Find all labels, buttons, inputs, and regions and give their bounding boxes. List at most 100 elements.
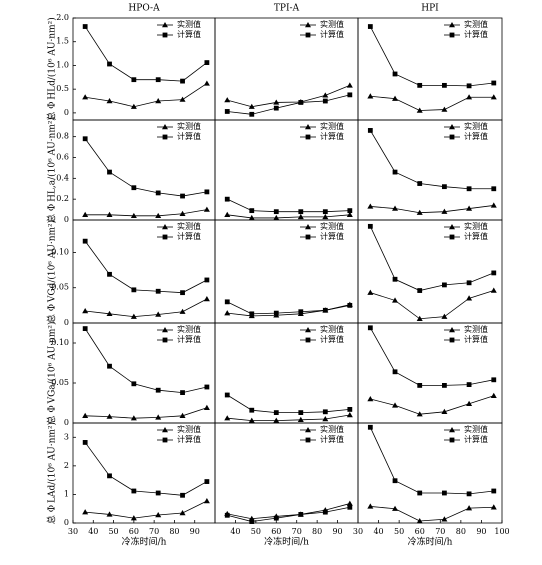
data-point [179,412,186,418]
y-tick-label: 0.8 [56,132,69,141]
data-point [392,297,399,303]
data-point [82,412,89,418]
data-point [322,509,328,515]
legend-marker [305,234,311,240]
legend-marker [449,337,455,343]
legend-marker [162,234,168,240]
data-point [155,288,161,294]
y-tick-label: 0.10 [51,338,69,347]
y-tick-label: 0.05 [51,283,69,292]
data-point [273,515,279,521]
data-point [347,302,353,308]
data-point [490,94,497,100]
data-point [224,299,230,305]
data-point [416,411,423,417]
x-tick-label: 60 [129,527,139,536]
data-point [416,315,423,321]
series-line [370,395,494,415]
legend-marker [449,437,455,443]
data-point [82,211,89,217]
data-point [130,103,137,109]
data-point [347,208,353,214]
legend-marker [449,134,455,140]
data-point [416,107,423,113]
x-tick-label: 90 [332,527,342,536]
data-point [106,413,113,419]
data-point [298,209,304,215]
data-point [204,277,210,283]
data-point [417,490,423,496]
data-point [347,407,353,412]
legend-marker [162,327,168,333]
legend-label: 实测值 [464,424,488,434]
x-tick-label: 80 [169,527,179,536]
series-line [369,427,494,495]
data-point [442,282,447,288]
legend-label: 计算值 [177,334,201,344]
legend-label: 计算值 [177,29,201,39]
data-point [180,290,185,296]
data-point [106,310,113,317]
data-point [322,213,329,220]
series-line [84,26,208,82]
legend-label: 计算值 [464,434,488,444]
y-tick-label: 0.6 [56,153,69,162]
x-tick-label: 80 [312,527,322,536]
legend-label: 实测值 [320,221,344,231]
data-point [131,381,137,387]
data-point [224,310,231,316]
legend-marker [305,427,311,433]
data-point [82,509,89,515]
data-point [346,500,353,506]
x-tick-label: 50 [251,527,261,536]
y-tick-label: 0.4 [56,173,69,182]
data-point [155,311,162,317]
data-point [203,296,210,302]
legend-label: 计算值 [320,434,344,444]
data-point [392,169,398,175]
data-point [106,511,113,517]
series-line [84,240,208,294]
y-tick-label: 0 [64,518,69,527]
data-point [273,410,279,415]
data-point [347,92,353,98]
data-point [346,412,353,418]
data-point [466,205,473,211]
data-point [346,82,353,88]
y-tick-label: 0.5 [56,84,69,93]
panel-frame [357,422,503,524]
data-point [180,492,185,498]
data-point [204,189,210,195]
data-point [82,94,89,100]
legend-label: 实测值 [320,19,344,29]
data-point [107,271,112,277]
series-line [227,304,350,317]
data-point [392,276,398,282]
data-point [180,78,185,84]
data-point [155,512,162,518]
legend-marker [449,124,455,130]
legend-marker [305,134,311,140]
legend-marker [305,224,311,230]
data-point [107,473,112,479]
y-tick-label: 1.0 [56,60,69,69]
legend-label: 计算值 [464,334,488,344]
y-tick-label: 1.5 [56,37,69,46]
data-point [273,209,279,215]
legend-label: 计算值 [464,231,488,241]
data-point [180,390,185,395]
data-point [204,60,210,65]
data-point [297,213,304,220]
legend-label: 计算值 [177,131,201,141]
legend-label: 计算值 [464,29,488,39]
series-line [227,414,350,421]
data-point [106,98,113,104]
data-point [131,488,137,494]
data-point [273,105,279,111]
data-point [82,326,88,331]
series-line [227,94,350,115]
data-point [322,98,328,104]
y-tick-label: 0.05 [51,378,69,387]
data-point [248,417,255,423]
data-point [367,223,373,229]
